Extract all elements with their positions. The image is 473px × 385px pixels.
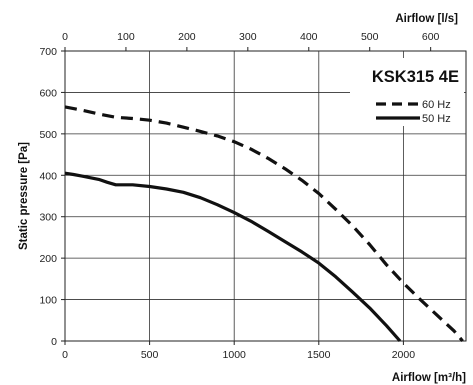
series-line-60hz: [64, 105, 464, 343]
x-tick-label: 1000: [223, 349, 247, 361]
legend-label-50hz: 50 Hz: [422, 113, 451, 125]
x2-tick-label: 500: [361, 31, 379, 43]
legend-label-60hz: 60 Hz: [422, 99, 451, 111]
x-tick-label: 1500: [307, 349, 331, 361]
chart-title: KSK315 4E: [372, 68, 459, 86]
series-line-50hz: [64, 171, 402, 343]
x2-tick-label: 100: [117, 31, 135, 43]
y-axis-title: Static pressure [Pa]: [18, 142, 30, 250]
x2-tick-label: 400: [300, 31, 318, 43]
series-layer: [64, 105, 464, 343]
grid: [65, 51, 466, 341]
x2-tick-label: 300: [239, 31, 257, 43]
x2-axis-title: Airflow [l/s]: [395, 13, 458, 25]
y-tick-label: 600: [39, 87, 57, 99]
x2-tick-label: 200: [178, 31, 196, 43]
x2-tick-label: 600: [422, 31, 440, 43]
plot-frame: [64, 50, 467, 342]
y-tick-label: 300: [39, 212, 57, 224]
y-tick-label: 500: [39, 129, 57, 141]
x-tick-label: 0: [62, 349, 68, 361]
x-tick-label: 500: [141, 349, 159, 361]
y-tick-label: 100: [39, 295, 57, 307]
x-axis-title: Airflow [m³/h]: [392, 372, 466, 384]
x-tick-label: 2000: [392, 349, 416, 361]
tick-labels: 0 100 200 300 400 500 600 700 0 500 1000 1500 2000 0 1…: [39, 31, 439, 361]
y-tick-label: 200: [39, 253, 57, 265]
legend-backdrop: [350, 58, 464, 126]
y-tick-label: 700: [39, 46, 57, 58]
y-tick-label: 0: [51, 336, 57, 348]
x2-tick-label: 0: [62, 31, 68, 43]
y-tick-label: 400: [39, 170, 57, 182]
